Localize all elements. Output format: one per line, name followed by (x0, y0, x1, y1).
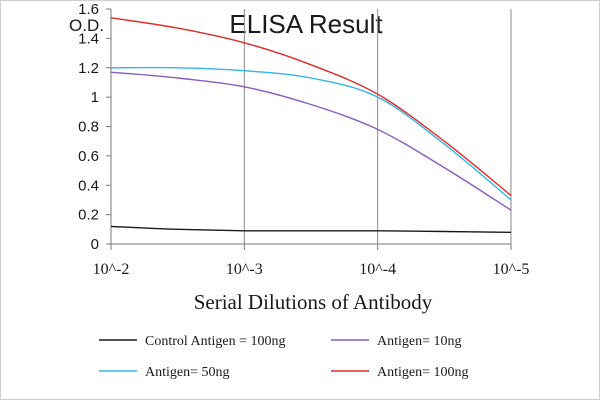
y-tick-label-3: 0.6 (78, 148, 99, 165)
chart-title: ELISA Result (229, 9, 383, 39)
legend-label-2: Antigen= 50ng (145, 365, 230, 380)
series-line-0 (110, 225, 512, 233)
y-tick-label-7: 1.4 (78, 30, 99, 47)
y-tick-label-2: 0.4 (78, 177, 99, 194)
y-tick-label-4: 0.8 (78, 119, 99, 136)
series-line-1 (110, 71, 512, 211)
x-tick-label-1: 10^-3 (226, 261, 263, 278)
x-tick-label-2: 10^-4 (359, 261, 396, 278)
y-axis-label: O.D. (69, 16, 104, 35)
series-line-2 (110, 66, 512, 201)
x-axis-label: Serial Dilutions of Antibody (194, 290, 433, 314)
y-tick-label-1: 0.2 (78, 207, 99, 224)
legend-label-1: Antigen= 10ng (377, 334, 462, 349)
y-tick-label-8: 1.6 (78, 1, 99, 18)
legend-label-3: Antigen= 100ng (377, 365, 469, 380)
y-tick-label-5: 1 (91, 89, 99, 106)
legend-label-0: Control Antigen = 100ng (145, 334, 286, 349)
y-tick-label-0: 0 (91, 236, 99, 253)
y-tick-label-6: 1.2 (78, 60, 99, 77)
x-tick-label-3: 10^-5 (493, 261, 530, 278)
plot-area: 0 0.2 0.4 0.6 0.8 1 1.2 1.4 1.6 10^-2 10^-3 10^-4 10… (78, 1, 529, 278)
series-line-3 (110, 17, 512, 197)
legend: Control Antigen = 100ng Antigen= 10ng Anti… (99, 334, 469, 380)
x-tick-label-0: 10^-2 (93, 261, 130, 278)
